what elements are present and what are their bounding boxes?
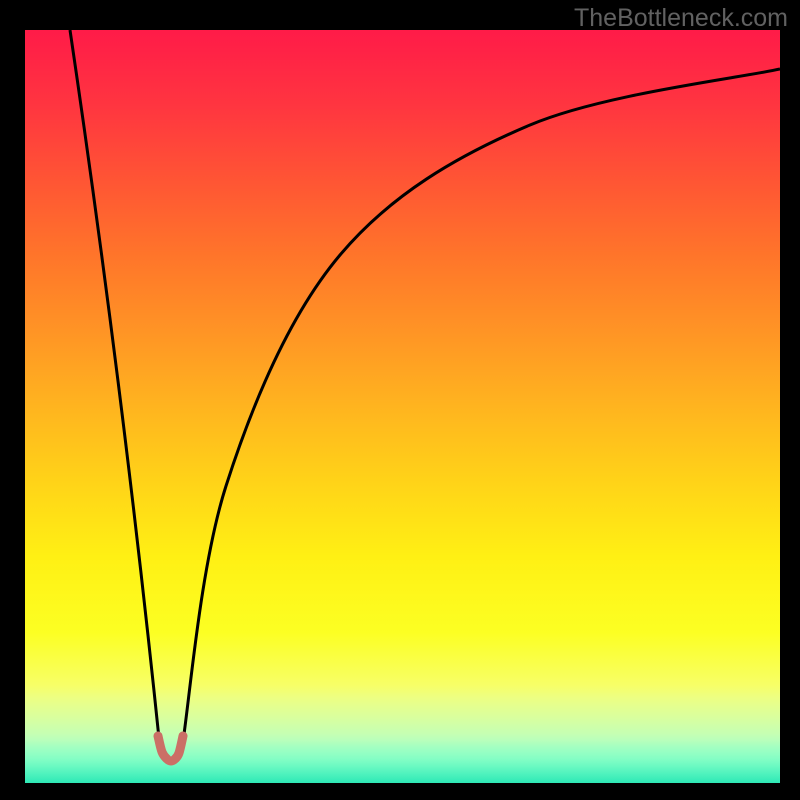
plot-area <box>25 30 780 783</box>
watermark-text: TheBottleneck.com <box>574 4 788 33</box>
plot-svg <box>25 30 780 783</box>
gradient-background <box>25 30 780 783</box>
